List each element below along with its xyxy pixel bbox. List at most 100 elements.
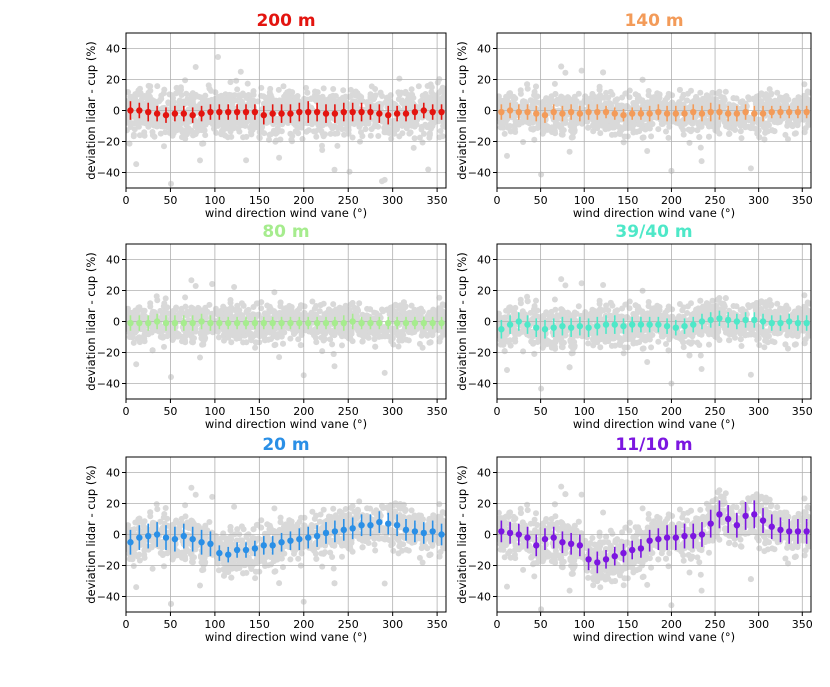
scatter-point [388,135,395,142]
scatter-point [126,140,133,147]
scatter-point [331,166,338,173]
mean-point [759,110,767,117]
mean-point [331,110,339,117]
scatter-point [539,130,546,137]
mean-point [136,107,143,114]
scatter-point [397,314,404,321]
scatter-point [419,139,426,146]
scatter-point [415,83,422,90]
scatter-point [162,295,169,302]
scatter-point [231,284,238,290]
scatter-point [372,343,379,350]
scatter-point [542,97,549,103]
scatter-point [795,94,802,101]
scatter-point [728,118,735,124]
scatter-point [406,97,413,104]
scatter-point [590,128,597,135]
mean-point [611,110,618,117]
y-tick-label: −40 [468,167,491,180]
scatter-point [596,86,603,93]
scatter-point [679,94,686,101]
scatter-point [192,64,199,70]
scatter-point [600,114,607,121]
scatter-point [505,94,512,100]
mean-point [349,108,356,116]
scatter-point [589,91,596,97]
scatter-point [245,92,252,98]
y-tick-label: −20 [97,136,120,149]
mean-point [189,319,196,327]
scatter-point [532,97,538,104]
mean-point [162,111,170,119]
scatter-point [250,98,257,104]
scatter-point [597,94,604,101]
scatter-point [327,96,334,103]
scatter-point [178,92,185,98]
scatter-point [215,334,222,341]
scatter-point [130,133,137,140]
scatter-point [371,117,378,124]
mean-point [296,108,303,116]
scatter-point [747,115,754,121]
scatter-point [737,128,744,135]
mean-point [707,108,714,116]
scatter-point [133,161,140,168]
mean-point [681,110,688,117]
x-tick-label: 200 [293,405,314,418]
scatter-point [280,310,287,317]
mean-point [233,108,241,116]
scatter-point [597,130,604,137]
scatter-point [507,128,514,135]
scatter-point [295,130,302,137]
scatter-point [713,96,719,103]
scatter-point [381,369,388,376]
scatter-point [347,86,354,93]
scatter-point [806,121,811,128]
scatter-point [174,333,181,340]
scatter-point [331,123,338,130]
scatter-point [645,92,652,99]
mean-point [216,108,223,116]
scatter-point [339,126,345,133]
scatter-point [149,129,156,135]
scatter-point [665,134,672,141]
scatter-point [258,84,265,91]
scatter-point [774,89,781,96]
scatter-point [558,63,565,70]
scatter-point [416,134,423,141]
scatter-point [605,125,612,132]
scatter-point [395,343,402,350]
y-tick-label: −40 [97,378,120,391]
scatter-point [149,347,156,354]
x-axis-label: wind direction wind vane (°) [205,417,367,431]
scatter-point [298,124,305,131]
scatter-point [270,121,277,128]
scatter-point [386,130,393,136]
mean-point [251,108,259,116]
scatter-point [709,89,716,96]
scatter-point [189,339,196,346]
scatter-point [319,142,325,149]
scatter-point [346,168,353,175]
scatter-point [182,135,189,142]
y-tick-label: 40 [106,43,120,56]
x-tick-label: 250 [338,194,359,207]
mean-point [411,108,419,116]
scatter-point [674,101,681,108]
scatter-point [330,351,337,357]
scatter-point [202,101,209,108]
scatter-point [372,330,378,336]
scatter-point [639,134,646,141]
scatter-point [154,83,161,90]
scatter-point [278,326,285,333]
mean-point [340,319,347,327]
scatter-point [201,310,208,317]
scatter-point [266,93,273,100]
scatter-point [650,94,657,101]
scatter-point [362,126,369,133]
scatter-point [553,100,560,107]
scatter-point [693,100,700,107]
scatter-point [520,139,527,145]
scatter-point [402,116,408,122]
mean-point [803,108,810,116]
